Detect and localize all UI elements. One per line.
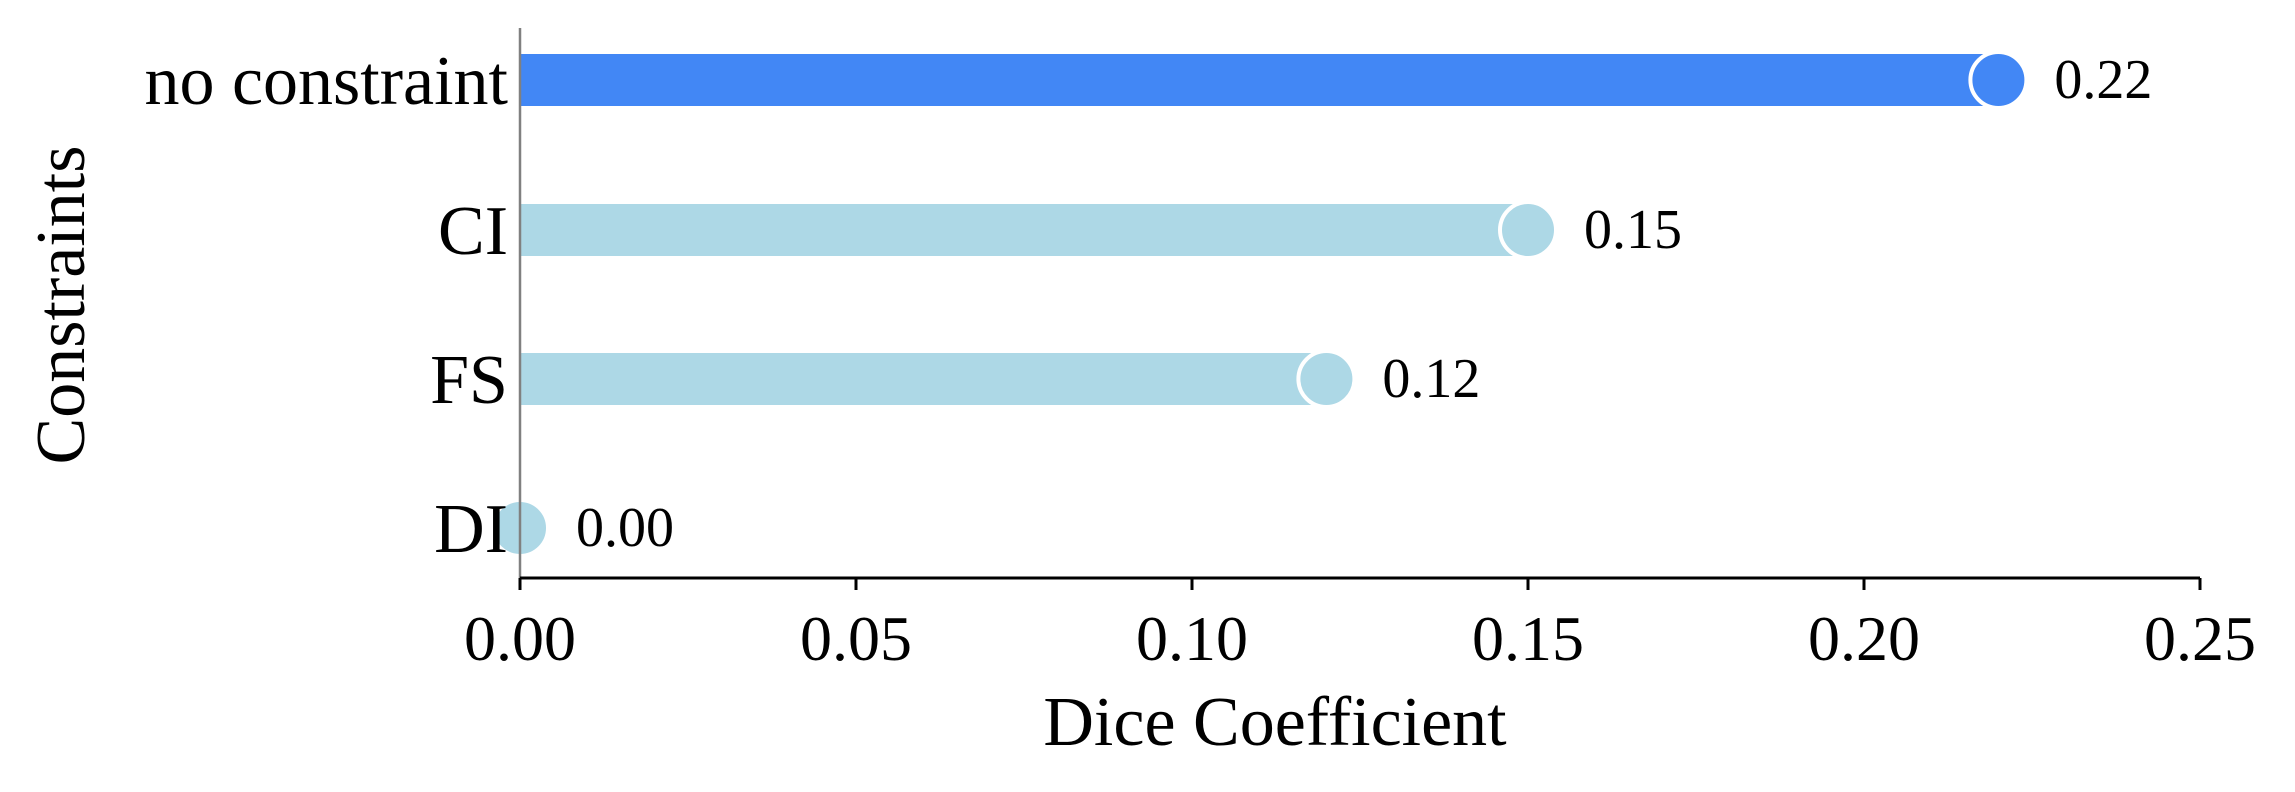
value-label-0: 0.22 <box>2054 49 2152 111</box>
bars-group: 0.22 0.15 0.12 0.00 <box>490 49 2152 559</box>
y-axis-title: Constraints <box>23 146 100 465</box>
x-tick-label-2: 0.10 <box>1136 603 1248 674</box>
bar-end-dot-2 <box>1296 349 1357 409</box>
x-tick-label-3: 0.15 <box>1472 603 1584 674</box>
x-tick-label-0: 0.00 <box>464 603 576 674</box>
value-label-1: 0.15 <box>1584 199 1682 261</box>
bar-end-dot-0 <box>1968 50 2029 110</box>
bar-0 <box>520 54 1999 106</box>
value-label-2: 0.12 <box>1382 348 1480 410</box>
bar-end-dot-1 <box>1498 200 1558 260</box>
x-axis-title: Dice Coefficient <box>1043 684 1507 761</box>
x-tick-label-1: 0.05 <box>800 603 912 674</box>
category-label-2: FS <box>430 342 508 419</box>
value-label-3: 0.00 <box>576 497 674 559</box>
category-label-0: no constraint <box>144 43 508 120</box>
bar-1 <box>520 204 1528 256</box>
category-labels-group: no constraint CI FS DI <box>144 43 508 568</box>
category-label-3: DI <box>434 491 508 568</box>
x-ticks-group: 0.00 0.05 0.10 0.15 0.20 0.25 <box>464 578 2256 674</box>
x-tick-label-4: 0.20 <box>1808 603 1920 674</box>
x-tick-label-5: 0.25 <box>2144 603 2256 674</box>
category-label-1: CI <box>438 193 508 270</box>
bar-2 <box>520 353 1327 405</box>
